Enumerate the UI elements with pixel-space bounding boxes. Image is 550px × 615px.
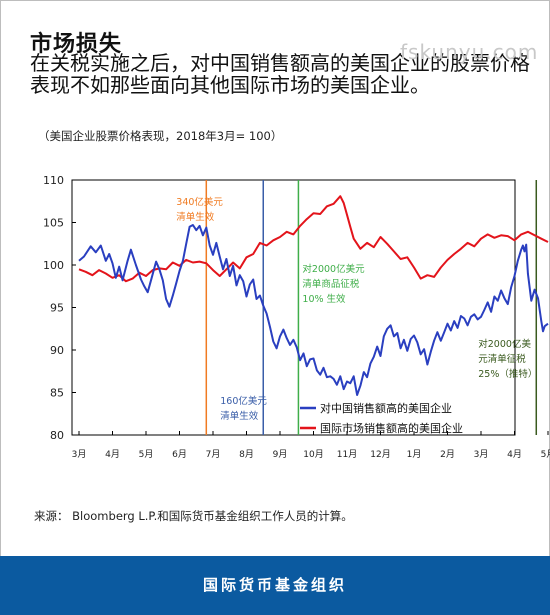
- x-tick-label: 5月: [139, 449, 154, 460]
- x-tick-label: 2月: [440, 449, 455, 460]
- x-tick-label: 3月: [474, 449, 489, 460]
- legend-label: 国际市场销售额高的美国企业: [320, 421, 463, 435]
- event-annotation: 对2000亿美: [478, 338, 531, 350]
- x-tick-label: 1月: [407, 449, 422, 460]
- x-tick-label: 6月: [172, 449, 187, 460]
- event-annotation: 清单商品征税: [302, 278, 360, 290]
- x-tick-label: 4月: [105, 449, 120, 460]
- watermark: fskunyu.com: [400, 40, 539, 64]
- event-annotation: 340亿美元: [176, 196, 223, 208]
- x-tick-label: 8月: [239, 449, 254, 460]
- figure-title: 市场损失: [30, 32, 123, 57]
- footer-bar: [0, 556, 550, 615]
- x-tick-label: 3月: [72, 449, 87, 460]
- event-annotation: 清单生效: [220, 410, 259, 422]
- y-axis: 80 85 90 95 100 105 110: [43, 174, 76, 442]
- x-axis: 3月 4月 5月 6月 7月 8月 9月 10月 11月 12月 1月 2月 3月 4月 5月: [72, 431, 550, 460]
- footer-organization: 国际货币基金组织: [202, 576, 347, 594]
- x-tick-label: 10月: [303, 449, 323, 460]
- series-lines: [78, 195, 549, 396]
- plot-frame: [71, 179, 516, 436]
- x-tick-label: 11月: [337, 449, 357, 460]
- y-tick-label: 95: [50, 302, 64, 315]
- x-tick-label: 12月: [370, 449, 390, 460]
- x-tick-label: 9月: [273, 449, 288, 460]
- y-tick-label: 80: [50, 429, 64, 442]
- x-tick-label: 4月: [507, 449, 522, 460]
- y-tick-label: 105: [43, 217, 64, 230]
- event-annotation: 清单生效: [176, 211, 215, 223]
- y-tick-label: 110: [43, 174, 64, 187]
- series-line: [78, 224, 549, 396]
- x-tick-label: 5月: [541, 449, 550, 460]
- event-annotation: 25%（推特）: [478, 368, 537, 380]
- event-annotation: 160亿美元: [220, 395, 267, 407]
- y-tick-label: 90: [50, 344, 64, 357]
- y-tick-label: 100: [43, 259, 64, 272]
- legend-label: 对中国销售额高的美国企业: [320, 401, 452, 415]
- y-tick-label: 85: [50, 387, 64, 400]
- event-annotation: 元清单征税: [478, 353, 526, 365]
- source-note: 来源： Bloomberg L.P.和国际货币基金组织工作人员的计算。: [34, 509, 353, 523]
- event-annotation: 10% 生效: [302, 293, 346, 305]
- event-annotation: 对2000亿美元: [302, 263, 365, 275]
- figure-subtitle: 在关税实施之后，对中国销售额高的美国企业的股票价格表现不如那些面向其他国际市场的…: [30, 51, 530, 97]
- units-note: （美国企业股票价格表现，2018年3月= 100）: [38, 129, 283, 143]
- x-tick-label: 7月: [206, 449, 221, 460]
